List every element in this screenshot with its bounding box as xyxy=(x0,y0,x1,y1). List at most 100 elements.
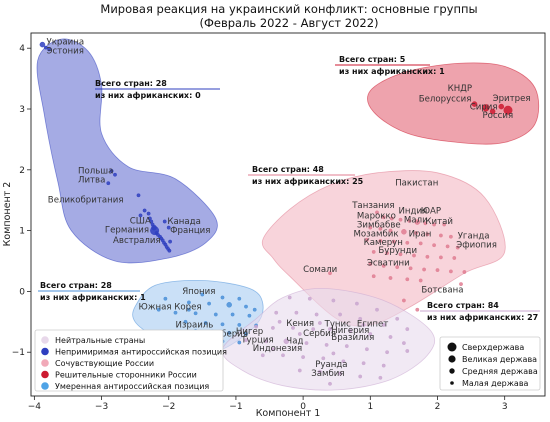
country-label: Франция xyxy=(170,226,210,236)
country-point xyxy=(220,322,225,327)
legend-group-label: Нейтральные страны xyxy=(55,336,145,345)
country-point xyxy=(277,319,282,324)
country-label: Сербия xyxy=(303,329,336,339)
country-point xyxy=(186,307,191,312)
legend-group-marker xyxy=(41,359,49,367)
country-point xyxy=(425,232,430,237)
cluster-total-label: Всего стран: 48 xyxy=(252,165,324,174)
country-point xyxy=(371,249,376,254)
country-point xyxy=(331,298,336,303)
country-point xyxy=(307,296,312,301)
country-point xyxy=(301,355,305,359)
cluster-africa-label: из них африканских: 1 xyxy=(339,67,445,76)
country-label: Эстония xyxy=(47,47,84,57)
country-label: Бурунди xyxy=(378,246,417,256)
country-point xyxy=(237,340,242,345)
legend-group-marker xyxy=(41,370,49,379)
country-point xyxy=(482,104,490,112)
country-label: Литва xyxy=(78,176,105,186)
country-point xyxy=(113,172,117,177)
country-label: Ботсвана xyxy=(421,286,463,296)
country-label: Германия xyxy=(105,225,149,235)
country-point xyxy=(146,211,151,216)
legend-size-marker xyxy=(450,381,454,385)
country-point xyxy=(412,253,416,258)
country-point xyxy=(378,238,383,243)
y-axis-label: Компонент 2 xyxy=(2,182,13,247)
country-point xyxy=(425,254,430,259)
country-label: Бразилия xyxy=(331,333,374,343)
country-point xyxy=(186,300,191,305)
country-label: Эритрея xyxy=(493,94,531,104)
country-label: Польша xyxy=(78,167,113,177)
country-point xyxy=(415,307,420,312)
country-point xyxy=(331,351,336,356)
country-point xyxy=(422,267,426,272)
country-label: Пакистан xyxy=(395,179,438,189)
country-point xyxy=(294,310,299,315)
country-point xyxy=(401,229,407,235)
country-point xyxy=(455,245,460,250)
country-points xyxy=(39,41,513,386)
country-point xyxy=(432,222,436,227)
group-legend-box xyxy=(34,329,224,392)
country-point xyxy=(311,327,316,331)
plot-area-frame xyxy=(30,32,546,397)
country-point xyxy=(321,356,326,361)
country-label: Замбия xyxy=(311,369,344,379)
cluster-hull xyxy=(367,62,540,145)
country-point xyxy=(381,363,386,368)
country-point xyxy=(371,274,376,279)
country-point xyxy=(230,312,235,317)
chart-title: Мировая реакция на украинский конфликт: … xyxy=(100,2,477,16)
country-point xyxy=(109,169,114,173)
country-label: Мали xyxy=(404,216,428,226)
country-point xyxy=(348,328,353,333)
country-point xyxy=(385,251,389,256)
country-label: Тунис xyxy=(324,320,352,330)
country-point xyxy=(167,248,172,253)
country-point xyxy=(317,369,322,374)
country-point xyxy=(207,301,212,306)
country-label: Россия xyxy=(483,111,514,121)
country-point xyxy=(418,278,423,283)
country-point xyxy=(173,310,178,315)
country-point xyxy=(414,231,418,235)
country-point xyxy=(297,332,302,336)
country-point xyxy=(388,228,393,233)
country-point xyxy=(247,313,252,318)
country-point xyxy=(401,298,406,303)
x-tick-label: −1 xyxy=(229,402,242,412)
cluster-africa-label: из них африканских: 27 xyxy=(427,313,538,322)
country-label: Китай xyxy=(425,217,453,227)
country-label: Украина xyxy=(47,38,85,48)
country-point xyxy=(166,225,171,230)
country-point xyxy=(338,312,342,317)
legend-size-marker xyxy=(447,342,457,352)
legend-size-label: Средняя держава xyxy=(462,367,538,376)
cluster-hull xyxy=(261,170,506,327)
country-point xyxy=(43,45,48,50)
country-point xyxy=(364,347,369,352)
country-point xyxy=(407,218,412,223)
country-point xyxy=(226,302,232,308)
country-point xyxy=(418,241,423,246)
country-label: Мозамбик xyxy=(354,230,399,240)
legend-group-label: Решительные сторонники России xyxy=(55,371,197,380)
country-point xyxy=(220,295,225,300)
country-point xyxy=(338,371,342,376)
country-label: Индонезия xyxy=(253,344,302,354)
country-point xyxy=(398,217,403,222)
country-point xyxy=(489,108,496,115)
country-point xyxy=(138,213,143,218)
country-point xyxy=(503,105,513,115)
country-point xyxy=(264,339,269,344)
cluster-total-label: Всего стран: 28 xyxy=(95,79,167,88)
country-point xyxy=(361,322,366,327)
country-point xyxy=(136,193,141,198)
x-tick-label: 0 xyxy=(300,402,306,412)
country-point xyxy=(414,219,421,225)
cluster-annotations: Всего стран: 28 из них африканских: 0 Всег… xyxy=(38,55,540,322)
country-label: Камерун xyxy=(364,238,403,248)
y-tick-label: −1 xyxy=(12,348,25,358)
